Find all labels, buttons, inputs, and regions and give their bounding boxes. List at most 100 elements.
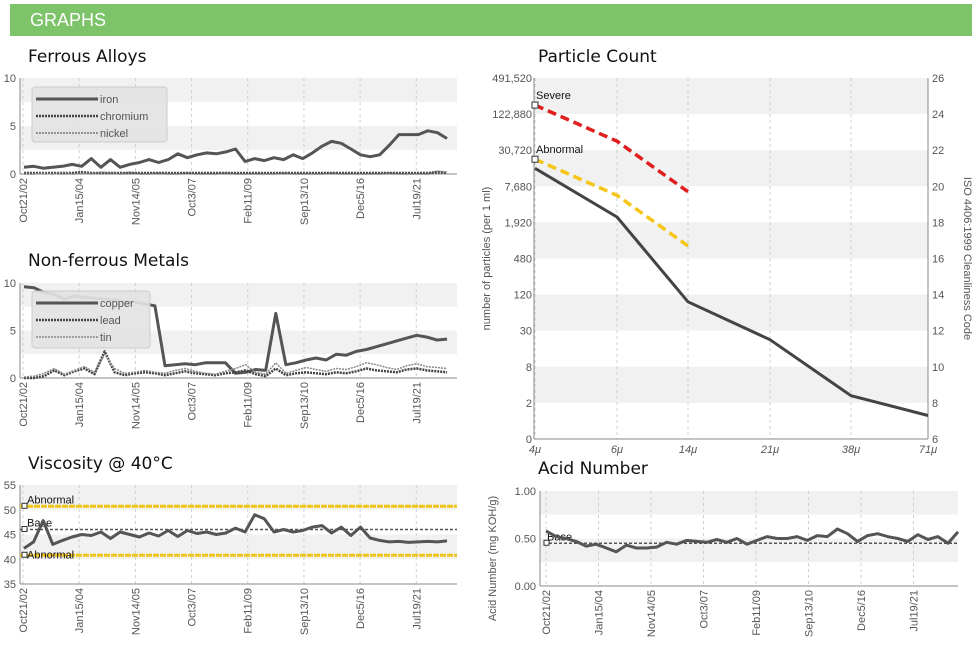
legend-label: tin	[100, 332, 112, 344]
y-tick-label: 0	[10, 169, 16, 181]
y2-tick-label: 26	[932, 73, 944, 85]
series-line	[23, 353, 448, 378]
y-tick-label: 1,920	[504, 217, 532, 229]
y-tick-label: 5	[10, 121, 16, 133]
grid-band	[540, 491, 958, 515]
threshold-label: Abnormal	[27, 549, 74, 561]
legend-label: iron	[100, 94, 118, 106]
y-tick-label: 10	[4, 278, 16, 290]
series-line	[23, 513, 448, 550]
y2-tick-label: 10	[932, 362, 944, 374]
series-line	[24, 170, 448, 175]
x-tick-label: Jan15/04	[594, 590, 606, 635]
series-line	[24, 350, 448, 380]
x-tick-label: Feb11/09	[243, 382, 255, 428]
series-line	[23, 129, 448, 170]
x-tick-label: Sep13/10	[804, 590, 816, 637]
y-tick-label: 50	[4, 505, 16, 517]
x-tick-label: Dec5/16	[355, 588, 367, 629]
acid-number-chart: 1.00 0.50 0.00 Oct21/02 Jan15/04 Nov14/05 Oct3…	[487, 486, 960, 637]
x-tick-label: Oct3/07	[187, 588, 199, 627]
x-tick-label: Dec5/16	[355, 178, 367, 219]
grid-band	[534, 78, 928, 115]
y-tick-label: 0	[526, 434, 532, 446]
x-tick-label: 4μ	[529, 444, 541, 456]
ferrous-title: Ferrous Alloys	[28, 47, 147, 67]
threshold-marker	[531, 155, 539, 163]
y-tick-label: 30	[520, 326, 532, 338]
x-tick-label: Jan15/04	[74, 178, 86, 223]
y2-tick-label: 20	[932, 181, 944, 193]
grid-band	[534, 330, 928, 367]
threshold-marker	[543, 539, 550, 546]
legend-label: nickel	[100, 128, 128, 140]
x-tick-label: Dec5/16	[355, 382, 367, 423]
grid-band	[534, 258, 928, 295]
x-tick-label: Jul19/21	[411, 382, 423, 424]
y-tick-label: 8	[526, 362, 532, 374]
threshold-marker	[21, 526, 28, 533]
series-line	[545, 527, 960, 554]
legend-label: chromium	[100, 111, 148, 123]
x-tick-label: 6μ	[611, 444, 623, 456]
x-tick-label: Oct3/07	[187, 178, 199, 217]
y2-tick-label: 24	[932, 109, 944, 121]
x-tick-label: Feb11/09	[751, 590, 763, 636]
x-tick-label: Oct21/02	[541, 590, 553, 635]
y-tick-label: 5	[10, 326, 16, 338]
x-tick-label: Jul19/21	[411, 588, 423, 630]
grid-band	[20, 559, 457, 584]
legend-label: copper	[100, 298, 134, 310]
grid-band	[20, 354, 457, 378]
x-tick-label: Jul19/21	[909, 590, 921, 632]
x-tick-label: Nov14/05	[130, 178, 142, 225]
grid-band	[534, 150, 928, 187]
y2-tick-label: 22	[932, 145, 944, 157]
viscosity-title: Viscosity @ 40°C	[28, 454, 173, 474]
x-tick-label: Oct3/07	[187, 382, 199, 421]
y-tick-label: 7,680	[504, 181, 532, 193]
y2-tick-label: 16	[932, 254, 944, 266]
x-tick-label: Jan15/04	[74, 382, 86, 427]
y2-tick-label: 18	[932, 217, 944, 229]
x-tick-label: Feb11/09	[243, 588, 255, 634]
acid-title: Acid Number	[538, 459, 648, 479]
series-line	[534, 167, 929, 417]
x-tick-label: Nov14/05	[130, 382, 142, 429]
grid-band	[534, 222, 928, 259]
threshold-marker	[21, 551, 28, 558]
grid-band	[534, 186, 928, 223]
x-tick-label: 71μ	[919, 444, 937, 456]
y-tick-label: 0.50	[515, 534, 536, 546]
x-tick-label: Jul19/21	[411, 178, 423, 220]
y-axis-title: number of particles (per 1 ml)	[481, 187, 493, 331]
y2-tick-label: 8	[932, 398, 938, 410]
y-tick-label: 480	[514, 254, 532, 266]
x-tick-label: Nov14/05	[646, 590, 658, 637]
nonferrous-title: Non-ferrous Metals	[28, 251, 190, 271]
y-axis-title: Acid Number (mg KOH/g)	[487, 496, 499, 621]
x-tick-label: Sep13/10	[299, 588, 311, 635]
y2-axis-title: ISO 4406:1999 Cleanliness Code	[961, 177, 973, 340]
x-tick-label: Oct3/07	[699, 590, 711, 629]
threshold-label: Abnormal	[27, 494, 74, 506]
y-tick-label: 30,720	[498, 145, 532, 157]
grid-band	[540, 538, 958, 563]
y-tick-label: 10	[4, 73, 16, 85]
y-tick-label: 0.00	[515, 581, 536, 593]
grid-band	[540, 514, 958, 539]
x-tick-label: Oct21/02	[18, 178, 30, 223]
grid-band	[540, 562, 958, 586]
y-tick-label: 35	[4, 579, 16, 591]
threshold-label: Severe	[536, 90, 571, 102]
x-tick-label: Sep13/10	[299, 382, 311, 429]
x-tick-label: Oct21/02	[18, 382, 30, 427]
x-tick-label: Dec5/16	[856, 590, 868, 631]
threshold-marker	[21, 502, 28, 509]
y2-tick-label: 14	[932, 290, 944, 302]
x-tick-label: 14μ	[679, 444, 697, 456]
x-tick-label: Nov14/05	[130, 588, 142, 635]
threshold-line	[534, 157, 690, 248]
x-tick-label: Jan15/04	[74, 588, 86, 633]
